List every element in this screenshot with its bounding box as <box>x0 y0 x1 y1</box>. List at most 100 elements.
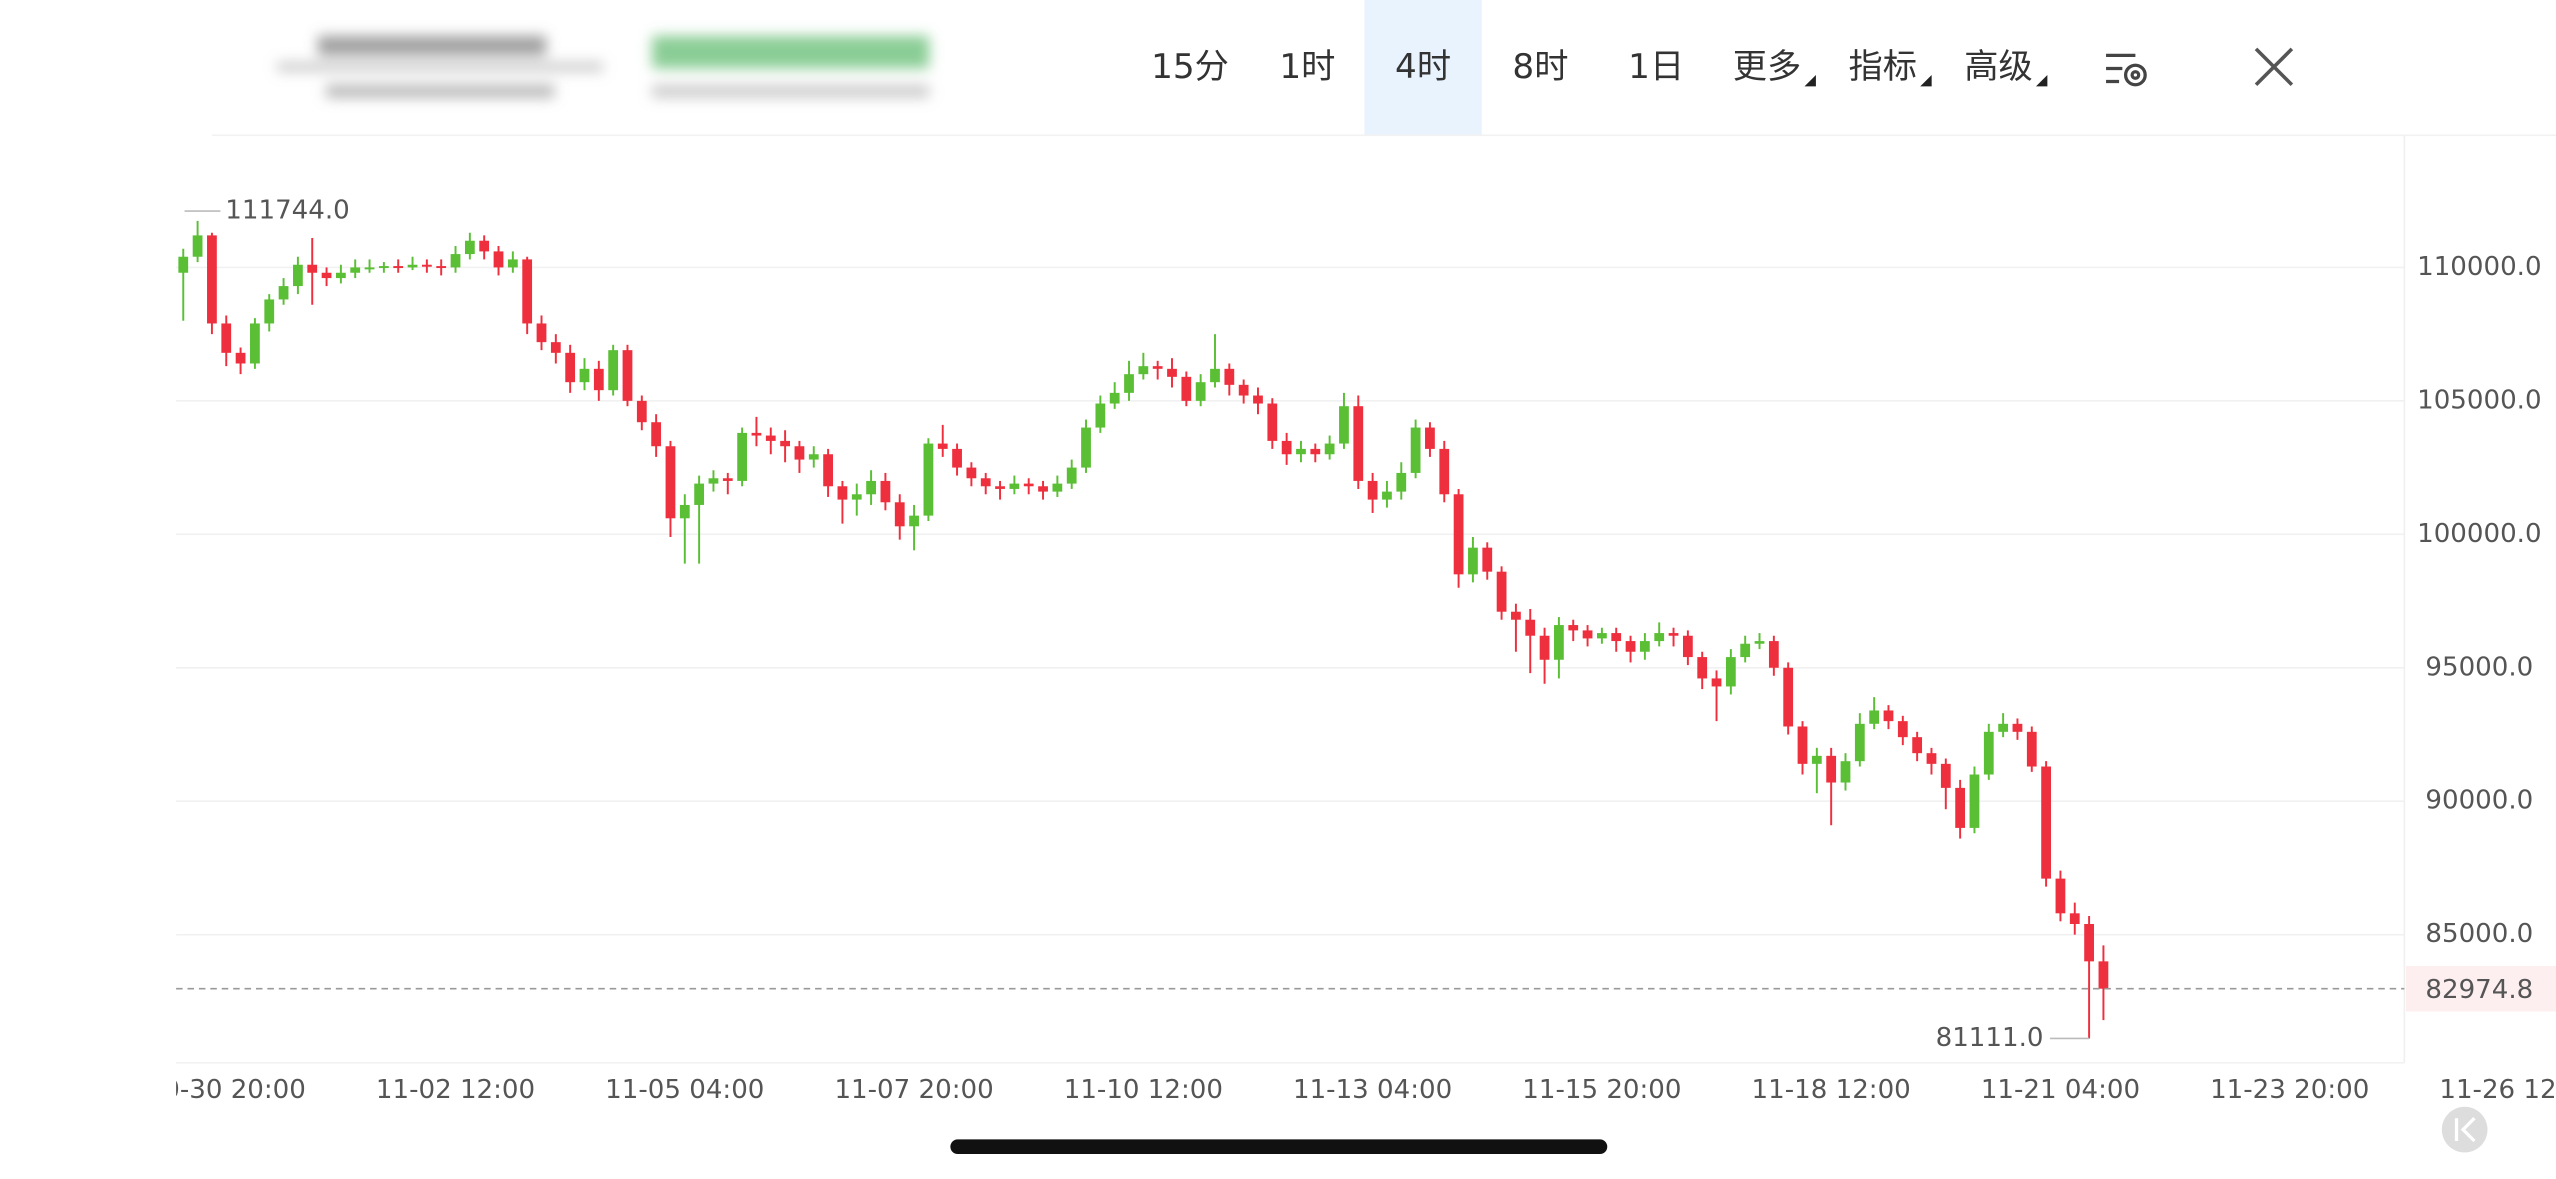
candle-body <box>1998 723 2009 732</box>
candle-body <box>794 446 805 460</box>
candle-body <box>1396 472 1407 492</box>
candle-body <box>1453 494 1464 575</box>
max-label: 111744.0 <box>225 196 349 226</box>
candle-body <box>464 240 475 255</box>
candle-body <box>1854 723 1865 762</box>
candle-body <box>837 486 848 500</box>
candle-body <box>407 264 418 268</box>
candle-body <box>235 352 246 364</box>
candle-body <box>1281 440 1292 455</box>
candle-body <box>393 266 404 269</box>
candle-body <box>1625 641 1636 652</box>
y-tick-label: 90000.0 <box>2425 786 2533 816</box>
candle-body <box>1439 448 1450 495</box>
candle-body <box>995 486 1005 489</box>
candle-body <box>336 272 346 279</box>
candle-body <box>1181 376 1192 401</box>
blurred-symbol <box>277 35 930 98</box>
candle-body <box>1267 403 1278 441</box>
candles <box>178 220 2109 1039</box>
candle-body <box>1310 448 1321 455</box>
candle-body <box>1425 427 1435 449</box>
candle-body <box>1081 427 1091 468</box>
candle-body <box>450 254 461 268</box>
selected-tab-bg <box>1364 0 1482 136</box>
candle-body <box>579 368 590 383</box>
candle-body <box>1195 382 1206 401</box>
x-tick-label: 11-10 12:00 <box>1064 1075 1223 1105</box>
candle-body <box>1754 641 1765 644</box>
candle-body <box>823 454 833 487</box>
candle-body <box>536 323 547 343</box>
candle-body <box>1152 366 1163 369</box>
candle-body <box>1940 763 1951 788</box>
candle-body <box>622 350 633 401</box>
y-tick-label: 110000.0 <box>2417 252 2541 282</box>
interval-tab[interactable]: 15分 <box>1151 47 1229 87</box>
x-tick-label: 11-15 20:00 <box>1522 1075 1681 1105</box>
candle-body <box>765 435 776 441</box>
candle-body <box>1969 774 1980 828</box>
candle-body <box>1869 710 1880 724</box>
candle-body <box>479 240 490 252</box>
x-tick-label: 11-13 04:00 <box>1293 1075 1452 1105</box>
back-to-latest-button[interactable] <box>2441 1106 2488 1153</box>
time-axis: 10-30 20:00 11-02 12:00 11-05 04:00 11-07 2… <box>176 1075 2556 1105</box>
candle-body <box>2055 878 2066 914</box>
candle-body <box>1009 483 1020 489</box>
candle-body <box>1296 448 1306 455</box>
interval-tab[interactable]: 1日 <box>1628 47 1684 87</box>
candle-body <box>1554 625 1564 660</box>
candle-body <box>1539 635 1550 660</box>
candle-body <box>421 264 432 267</box>
candle-body <box>364 267 375 270</box>
candle-body <box>1410 427 1421 473</box>
candle-body <box>1210 368 1220 383</box>
candle-body <box>207 235 217 324</box>
menu-tab[interactable]: 指标 <box>1849 47 1917 87</box>
settings-icon[interactable] <box>2106 53 2147 87</box>
candle-body <box>2084 923 2094 962</box>
x-tick-label: 11-05 04:00 <box>605 1075 764 1105</box>
candle-body <box>952 448 962 468</box>
candle-body <box>1697 657 1708 679</box>
x-tick-label: 11-21 04:00 <box>1981 1075 2140 1105</box>
x-tick-label: 11-23 20:00 <box>2210 1075 2369 1105</box>
candle-body <box>780 440 790 447</box>
candle-body <box>665 446 676 519</box>
interval-tab[interactable]: 4时 <box>1395 47 1451 87</box>
candle-body <box>1639 641 1650 652</box>
x-tick-label: 11-26 12:00 <box>2439 1075 2556 1105</box>
y-tick-label: 105000.0 <box>2417 385 2541 415</box>
candle-body <box>1725 657 1736 687</box>
y-tick-label: 100000.0 <box>2417 519 2541 549</box>
candle-body <box>1482 547 1493 572</box>
menu-tab[interactable]: 更多 <box>1733 47 1801 87</box>
candle-body <box>250 323 260 364</box>
interval-tabs: 15分 1时 4时 8时 1日 更多 指标 高级 <box>1151 47 2048 87</box>
last-price-label: 82974.8 <box>2425 975 2533 1005</box>
candle-body <box>923 443 934 516</box>
candle-body <box>507 259 518 268</box>
candle-body <box>1826 755 1837 783</box>
last-price-bg <box>2405 965 2556 1012</box>
overlay: 82974.8 111744.0 81111.0 <box>176 196 2556 1053</box>
close-button[interactable] <box>2254 47 2294 87</box>
candle-body <box>1883 710 1894 722</box>
candle-body <box>1052 483 1063 492</box>
interval-tab[interactable]: 8时 <box>1512 47 1568 87</box>
interval-tab[interactable]: 1时 <box>1279 47 1335 87</box>
menu-tab[interactable]: 高级 <box>1964 47 2032 87</box>
candle-body <box>1983 731 1994 775</box>
home-indicator <box>950 1139 1608 1155</box>
candle-body <box>694 483 705 505</box>
candle-body <box>522 259 533 324</box>
candle-body <box>1238 384 1249 396</box>
candle-body <box>2041 766 2052 879</box>
candle-body <box>1783 667 1794 727</box>
candle-body <box>192 235 203 257</box>
candle-body <box>1668 633 1679 636</box>
